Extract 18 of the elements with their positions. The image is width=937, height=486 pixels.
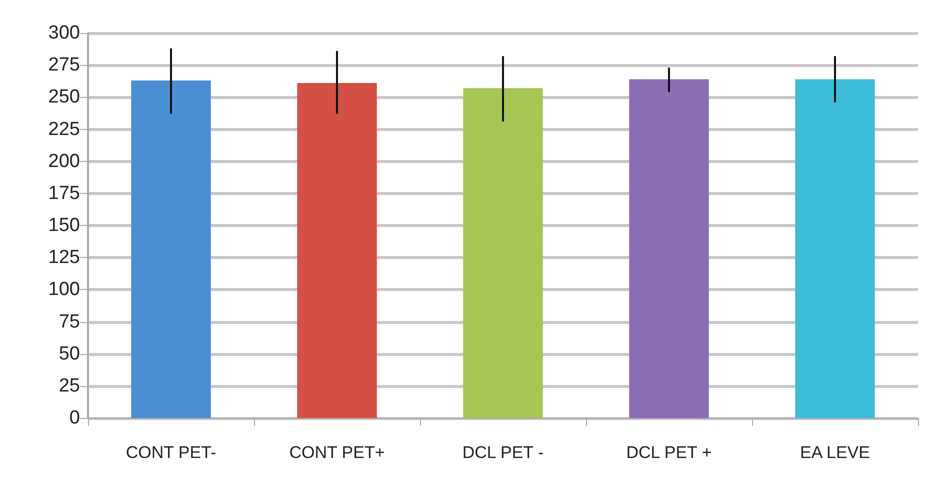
y-tick-label: 125 (48, 247, 80, 268)
x-tick-label: CONT PET+ (289, 443, 385, 462)
x-tick-label: CONT PET- (126, 443, 216, 462)
y-tick-label: 50 (58, 343, 80, 364)
y-tick-label: 200 (48, 150, 80, 172)
x-tick-label: DCL PET + (626, 443, 712, 462)
x-tick-label: EA LEVE (800, 443, 870, 462)
x-tick-label: DCL PET - (462, 443, 544, 462)
y-tick-label: 300 (48, 22, 80, 44)
y-tick-label: 100 (48, 279, 80, 300)
y-tick-label: 25 (58, 375, 80, 396)
y-tick-label: 175 (48, 182, 80, 204)
y-tick-label: 0 (69, 408, 80, 428)
y-tick-label: 225 (48, 118, 80, 140)
y-tick-label: 250 (48, 86, 80, 108)
y-tick-label: 275 (48, 54, 80, 76)
y-tick-label: 75 (58, 311, 80, 332)
y-tick-label: 150 (48, 215, 80, 236)
